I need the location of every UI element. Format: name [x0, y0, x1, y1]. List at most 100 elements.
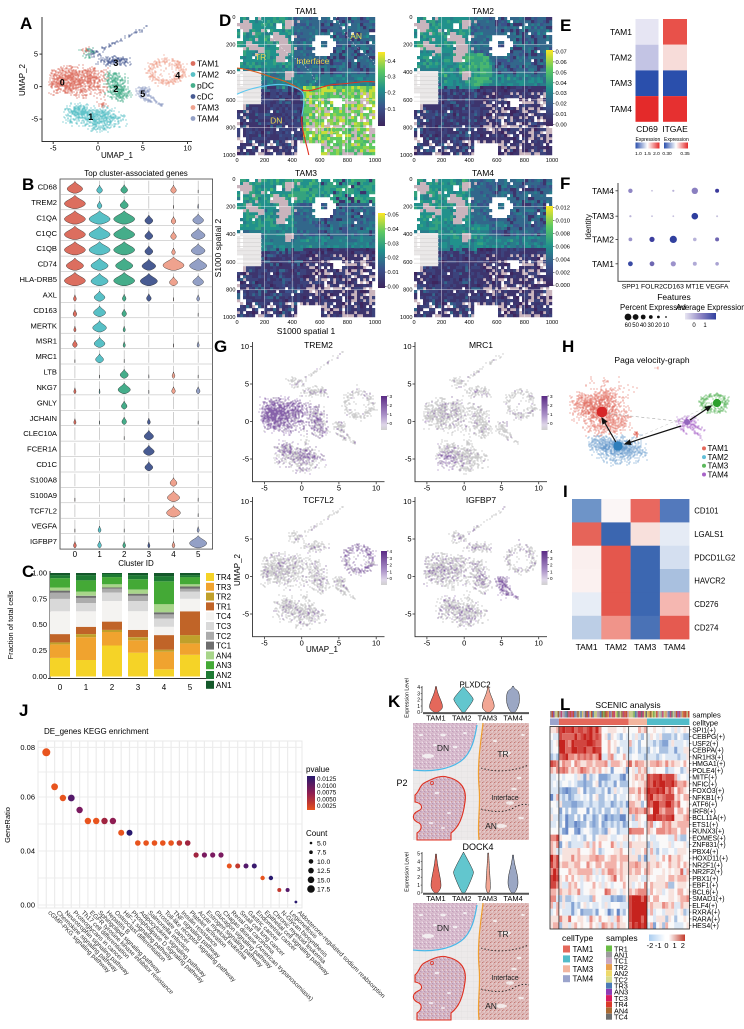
- svg-text:BCL6(+): BCL6(+): [692, 889, 718, 896]
- svg-text:60: 60: [625, 323, 632, 329]
- svg-text:TR1: TR1: [216, 602, 232, 611]
- svg-text:Cluster ID: Cluster ID: [118, 559, 154, 568]
- svg-text:2: 2: [110, 683, 115, 692]
- svg-text:TAM1: TAM1: [426, 714, 445, 723]
- svg-text:TC: TC: [325, 125, 336, 135]
- svg-text:DE_genes KEGG enrichment: DE_genes KEGG enrichment: [44, 727, 149, 736]
- svg-text:5: 5: [188, 683, 193, 692]
- svg-text:4: 4: [175, 71, 180, 81]
- svg-text:AN4: AN4: [216, 651, 232, 660]
- svg-text:TAM3: TAM3: [478, 894, 497, 903]
- svg-text:ATF6(+): ATF6(+): [692, 802, 717, 809]
- svg-text:5: 5: [140, 89, 145, 99]
- svg-text:CLEC10A: CLEC10A: [23, 429, 58, 438]
- svg-text:0.00: 0.00: [556, 123, 567, 129]
- svg-text:0.00: 0.00: [388, 285, 399, 291]
- svg-text:USF2(+): USF2(+): [692, 741, 718, 748]
- svg-text:0.010: 0.010: [556, 219, 571, 225]
- svg-text:40: 40: [640, 323, 647, 329]
- svg-text:TAM4: TAM4: [197, 114, 219, 124]
- svg-text:HAVCR2: HAVCR2: [694, 577, 725, 586]
- svg-text:TAM4: TAM4: [610, 104, 632, 114]
- svg-text:2: 2: [417, 698, 420, 704]
- svg-text:10: 10: [241, 497, 249, 506]
- svg-text:IRF8(+): IRF8(+): [692, 808, 716, 815]
- svg-text:TR4: TR4: [614, 1000, 628, 1009]
- svg-text:P2: P2: [396, 778, 407, 788]
- svg-text:3: 3: [390, 394, 393, 399]
- svg-text:0.75: 0.75: [32, 594, 47, 603]
- svg-text:0.35: 0.35: [680, 151, 690, 157]
- svg-text:PDCD1LG2: PDCD1LG2: [694, 553, 735, 562]
- svg-text:600: 600: [403, 98, 412, 104]
- svg-text:2: 2: [550, 403, 553, 408]
- svg-text:RUNX3(+): RUNX3(+): [692, 829, 724, 836]
- svg-text:10: 10: [663, 323, 670, 329]
- svg-text:TAM3: TAM3: [478, 714, 497, 723]
- svg-text:0: 0: [412, 158, 415, 164]
- svg-text:CD163: CD163: [33, 306, 57, 315]
- svg-text:TAM2: TAM2: [472, 6, 494, 16]
- svg-text:4: 4: [162, 683, 167, 692]
- svg-text:IGFBP7: IGFBP7: [466, 495, 497, 505]
- svg-text:600: 600: [315, 320, 324, 326]
- svg-text:FOLR2: FOLR2: [641, 284, 663, 291]
- svg-text:TAM2: TAM2: [452, 714, 471, 723]
- svg-text:7.5: 7.5: [317, 850, 327, 857]
- svg-text:200: 200: [403, 43, 412, 49]
- svg-text:C1QA: C1QA: [36, 213, 58, 222]
- svg-text:TR: TR: [255, 52, 266, 62]
- svg-text:LGALS1: LGALS1: [694, 530, 723, 539]
- svg-text:1000: 1000: [400, 153, 412, 159]
- svg-text:VEGFA: VEGFA: [32, 522, 58, 531]
- svg-text:0: 0: [550, 576, 553, 581]
- svg-text:1: 1: [703, 323, 707, 329]
- svg-text:2: 2: [390, 403, 393, 408]
- svg-text:EOMES(+): EOMES(+): [692, 835, 726, 842]
- svg-text:1000: 1000: [223, 153, 235, 159]
- svg-text:J: J: [19, 701, 28, 720]
- svg-text:0.0075: 0.0075: [317, 790, 337, 797]
- svg-text:2: 2: [390, 563, 393, 568]
- svg-text:200: 200: [260, 320, 269, 326]
- svg-text:0.1: 0.1: [388, 107, 396, 113]
- svg-text:TAM4: TAM4: [663, 642, 685, 652]
- svg-text:1: 1: [673, 941, 677, 950]
- svg-text:E: E: [560, 16, 571, 35]
- svg-text:4: 4: [417, 859, 420, 865]
- svg-text:0.02: 0.02: [388, 256, 399, 262]
- svg-text:TCF7L2: TCF7L2: [303, 495, 334, 505]
- svg-text:0.05: 0.05: [388, 213, 399, 219]
- svg-text:5: 5: [337, 484, 341, 493]
- svg-text:TAM1: TAM1: [610, 27, 632, 37]
- svg-text:5.0: 5.0: [317, 841, 327, 848]
- svg-text:JCHAIN: JCHAIN: [30, 414, 57, 423]
- svg-text:0: 0: [96, 144, 100, 153]
- svg-text:2: 2: [681, 941, 685, 950]
- svg-text:600: 600: [226, 260, 235, 266]
- svg-text:0: 0: [412, 320, 415, 326]
- svg-text:0.000: 0.000: [556, 283, 571, 289]
- svg-text:5: 5: [499, 639, 503, 648]
- svg-text:400: 400: [226, 70, 235, 76]
- svg-text:0.006: 0.006: [556, 244, 571, 250]
- svg-text:1: 1: [417, 704, 420, 710]
- svg-text:TAM2: TAM2: [197, 70, 219, 80]
- svg-text:600: 600: [492, 158, 501, 164]
- svg-text:2: 2: [550, 563, 553, 568]
- svg-text:TAM3: TAM3: [573, 965, 594, 974]
- svg-text:MRC1: MRC1: [35, 352, 57, 361]
- svg-text:3: 3: [113, 58, 118, 68]
- svg-text:0: 0: [409, 177, 412, 183]
- svg-text:2: 2: [113, 84, 118, 94]
- svg-text:15.0: 15.0: [317, 877, 330, 884]
- svg-text:0.08: 0.08: [20, 743, 35, 752]
- svg-text:TAM4: TAM4: [472, 168, 494, 178]
- svg-text:0.2: 0.2: [388, 91, 396, 97]
- svg-text:-5: -5: [50, 144, 57, 153]
- svg-text:MERTK: MERTK: [31, 321, 57, 330]
- svg-text:10: 10: [535, 639, 543, 648]
- svg-text:RARA(+): RARA(+): [692, 916, 720, 923]
- svg-text:0: 0: [462, 484, 466, 493]
- svg-text:D: D: [219, 11, 231, 30]
